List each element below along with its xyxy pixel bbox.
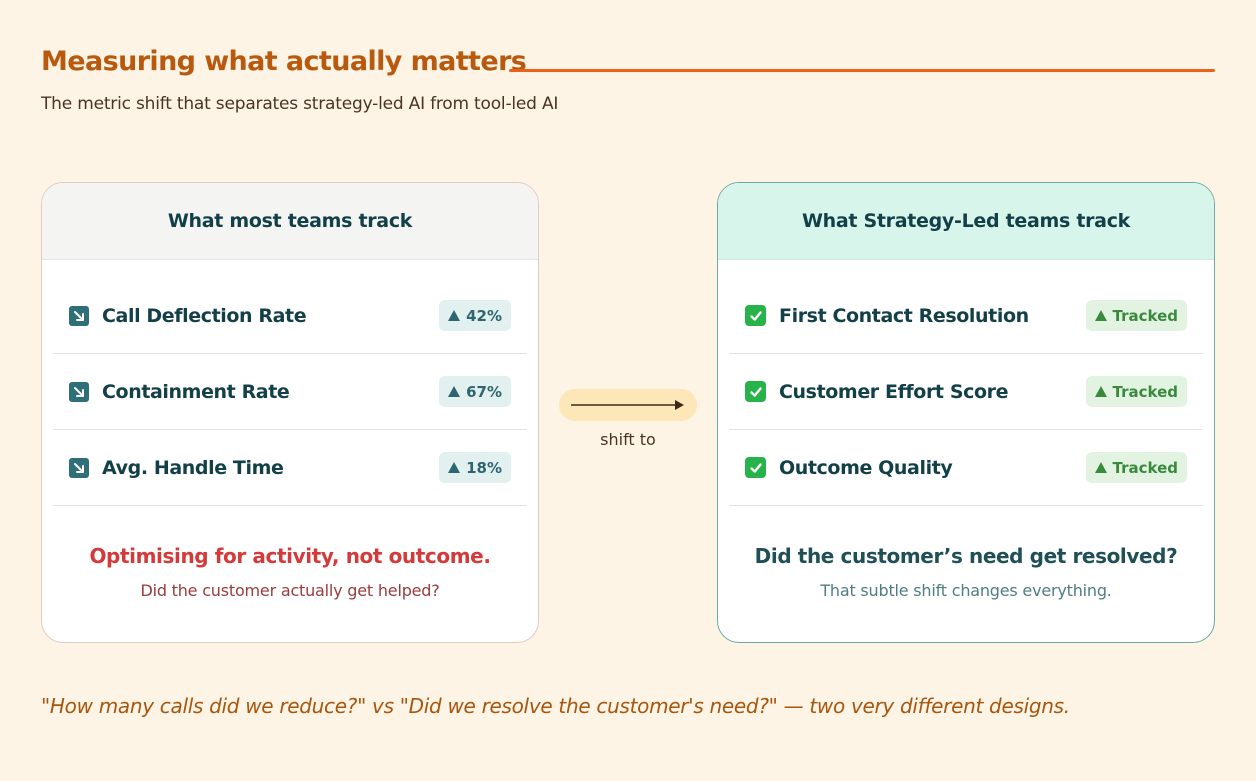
metric-value: 67% [466, 382, 502, 401]
shift-label: shift to [600, 430, 656, 449]
triangle-up-icon [448, 310, 461, 321]
check-box-icon [745, 381, 766, 402]
card-heading: What Strategy-Led teams track [718, 183, 1214, 260]
page-subtitle: The metric shift that separates strategy… [41, 94, 559, 114]
metric-row: Customer Effort Score Tracked [729, 354, 1203, 430]
metric-row: First Contact Resolution Tracked [729, 278, 1203, 354]
metric-row: Avg. Handle Time 18% [53, 430, 527, 506]
card-footer-subtitle: That subtle shift changes everything. [820, 581, 1112, 600]
triangle-up-icon [448, 386, 461, 397]
title-divider [509, 69, 1215, 72]
tracked-badge: Tracked [1085, 452, 1187, 483]
arrow-down-right-icon [69, 381, 89, 402]
metric-row: Outcome Quality Tracked [729, 430, 1203, 506]
arrow-right-icon [571, 400, 684, 410]
page-title: Measuring what actually matters [41, 46, 527, 77]
metric-label: Avg. Handle Time [102, 456, 284, 479]
card-footer-subtitle: Did the customer actually get helped? [140, 581, 440, 600]
metric-label: Containment Rate [102, 380, 290, 403]
tracked-badge: Tracked [1085, 300, 1187, 331]
metric-label: First Contact Resolution [779, 304, 1029, 327]
metric-badge: 67% [439, 376, 511, 407]
strategy-metrics-card: What Strategy-Led teams track First Cont… [717, 182, 1215, 643]
arrow-down-right-icon [69, 305, 89, 326]
tracked-status: Tracked [1112, 382, 1178, 401]
traditional-metrics-card: What most teams track Call Deflection Ra… [41, 182, 539, 643]
triangle-up-icon [1094, 462, 1107, 473]
tracked-status: Tracked [1112, 306, 1178, 325]
check-box-icon [745, 457, 766, 478]
closing-quote: "How many calls did we reduce?" vs "Did … [41, 694, 1070, 718]
check-box-icon [745, 305, 766, 326]
card-footer-title: Optimising for activity, not outcome. [89, 544, 491, 568]
metric-value: 42% [466, 306, 502, 325]
tracked-badge: Tracked [1085, 376, 1187, 407]
metric-row: Call Deflection Rate 42% [53, 278, 527, 354]
shift-arrow [559, 389, 697, 421]
triangle-up-icon [448, 462, 461, 473]
triangle-up-icon [1094, 386, 1107, 397]
metric-label: Customer Effort Score [779, 380, 1009, 403]
metric-value: 18% [466, 458, 502, 477]
metric-badge: 42% [439, 300, 511, 331]
metric-badge: 18% [439, 452, 511, 483]
triangle-up-icon [1094, 310, 1107, 321]
arrow-down-right-icon [69, 457, 89, 478]
metric-row: Containment Rate 67% [53, 354, 527, 430]
metric-label: Call Deflection Rate [102, 304, 307, 327]
metric-label: Outcome Quality [779, 456, 953, 479]
tracked-status: Tracked [1112, 458, 1178, 477]
card-footer-title: Did the customer’s need get resolved? [754, 544, 1178, 568]
card-heading: What most teams track [42, 183, 538, 260]
